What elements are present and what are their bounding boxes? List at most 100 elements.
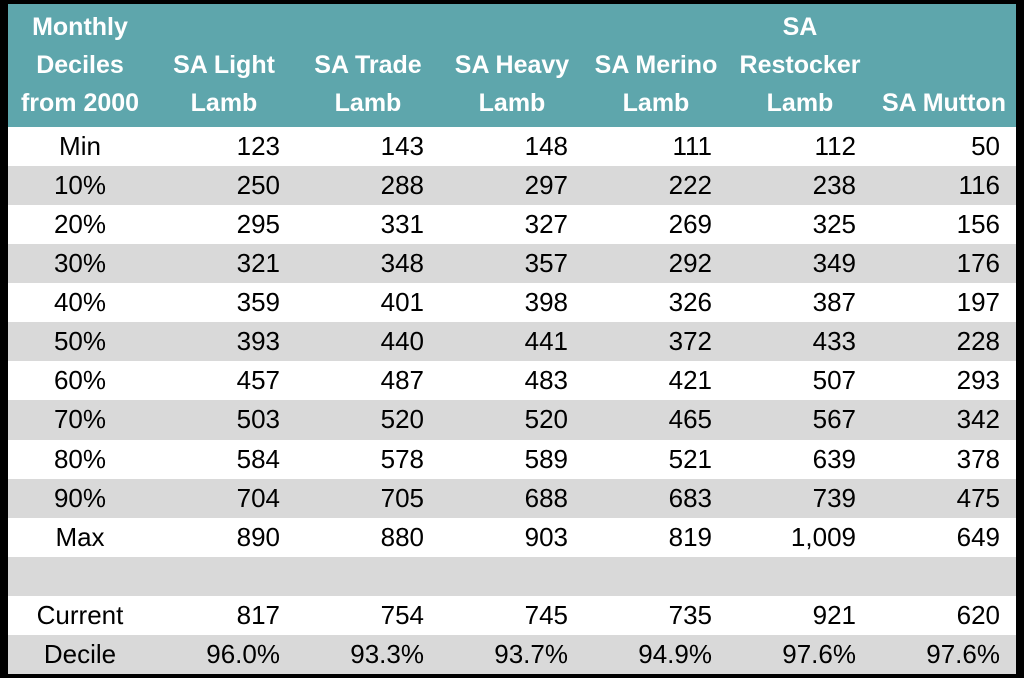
value-cell: 578 (296, 439, 440, 479)
value-cell: 441 (440, 322, 584, 362)
value-cell: 705 (296, 478, 440, 518)
value-cell: 349 (728, 244, 872, 284)
value-cell: 111 (584, 127, 728, 167)
value-cell: 880 (296, 517, 440, 557)
value-cell: 649 (872, 517, 1016, 557)
value-cell: 96.0% (152, 634, 296, 674)
value-cell: 112 (728, 127, 872, 167)
value-cell: 1,009 (728, 517, 872, 557)
value-cell: 401 (296, 283, 440, 323)
value-cell: 398 (440, 283, 584, 323)
value-cell: 921 (728, 595, 872, 635)
header-cell: SA Restocker Lamb (728, 4, 872, 127)
value-cell: 503 (152, 400, 296, 440)
row-label: 10% (8, 166, 152, 206)
row-label: 30% (8, 244, 152, 284)
table-body: Min 123 143 148 111 112 50 10% 250 288 297 222 238 11… (8, 127, 1016, 674)
value-cell (872, 556, 1016, 596)
value-cell: 176 (872, 244, 1016, 284)
value-cell: 148 (440, 127, 584, 167)
value-cell: 745 (440, 595, 584, 635)
value-cell: 250 (152, 166, 296, 206)
value-cell: 433 (728, 322, 872, 362)
value-cell: 297 (440, 166, 584, 206)
value-cell: 521 (584, 439, 728, 479)
value-cell: 465 (584, 400, 728, 440)
value-cell: 359 (152, 283, 296, 323)
value-cell: 739 (728, 478, 872, 518)
value-cell: 440 (296, 322, 440, 362)
value-cell: 903 (440, 517, 584, 557)
value-cell: 327 (440, 205, 584, 245)
value-cell: 378 (872, 439, 1016, 479)
value-cell: 116 (872, 166, 1016, 206)
value-cell: 819 (584, 517, 728, 557)
value-cell: 393 (152, 322, 296, 362)
corner-header-cell: Monthly Deciles from 2000 (8, 4, 152, 127)
value-cell (152, 556, 296, 596)
value-cell: 387 (728, 283, 872, 323)
value-cell: 639 (728, 439, 872, 479)
row-label: 40% (8, 283, 152, 323)
table-row: 40% 359 401 398 326 387 197 (8, 283, 1016, 323)
value-cell: 222 (584, 166, 728, 206)
value-cell: 457 (152, 361, 296, 401)
table-header: Monthly Deciles from 2000 SA Light Lamb SA… (8, 4, 1016, 127)
value-cell: 475 (872, 478, 1016, 518)
value-cell: 93.7% (440, 634, 584, 674)
table-row: 20% 295 331 327 269 325 156 (8, 205, 1016, 245)
value-cell: 683 (584, 478, 728, 518)
value-cell: 754 (296, 595, 440, 635)
value-cell: 620 (872, 595, 1016, 635)
value-cell (584, 556, 728, 596)
value-cell: 348 (296, 244, 440, 284)
value-cell: 293 (872, 361, 1016, 401)
value-cell: 292 (584, 244, 728, 284)
row-label: Decile (8, 634, 152, 674)
row-label: 70% (8, 400, 152, 440)
row-label: Min (8, 127, 152, 167)
row-label: Current (8, 595, 152, 635)
table-row (8, 556, 1016, 596)
value-cell: 735 (584, 595, 728, 635)
value-cell: 357 (440, 244, 584, 284)
value-cell: 421 (584, 361, 728, 401)
value-cell: 197 (872, 283, 1016, 323)
table-row: 30% 321 348 357 292 349 176 (8, 244, 1016, 284)
row-label: 50% (8, 322, 152, 362)
value-cell: 97.6% (728, 634, 872, 674)
value-cell: 342 (872, 400, 1016, 440)
header-cell: SA Light Lamb (152, 4, 296, 127)
table-row: 60% 457 487 483 421 507 293 (8, 361, 1016, 401)
value-cell: 326 (584, 283, 728, 323)
value-cell: 487 (296, 361, 440, 401)
table-row: 70% 503 520 520 465 567 342 (8, 400, 1016, 440)
value-cell: 331 (296, 205, 440, 245)
value-cell: 156 (872, 205, 1016, 245)
table-row: 80% 584 578 589 521 639 378 (8, 439, 1016, 479)
value-cell: 50 (872, 127, 1016, 167)
table-row: 50% 393 440 441 372 433 228 (8, 322, 1016, 362)
value-cell (728, 556, 872, 596)
table-row: 10% 250 288 297 222 238 116 (8, 166, 1016, 206)
value-cell: 321 (152, 244, 296, 284)
value-cell: 589 (440, 439, 584, 479)
value-cell: 520 (440, 400, 584, 440)
row-label (8, 556, 152, 596)
header-cell: SA Trade Lamb (296, 4, 440, 127)
value-cell (440, 556, 584, 596)
header-cell: SA Heavy Lamb (440, 4, 584, 127)
value-cell: 295 (152, 205, 296, 245)
value-cell: 890 (152, 517, 296, 557)
value-cell: 688 (440, 478, 584, 518)
value-cell: 238 (728, 166, 872, 206)
row-label: 80% (8, 439, 152, 479)
value-cell: 143 (296, 127, 440, 167)
value-cell: 269 (584, 205, 728, 245)
table-row: Max 890 880 903 819 1,009 649 (8, 517, 1016, 557)
value-cell: 372 (584, 322, 728, 362)
value-cell: 520 (296, 400, 440, 440)
value-cell: 584 (152, 439, 296, 479)
value-cell: 507 (728, 361, 872, 401)
